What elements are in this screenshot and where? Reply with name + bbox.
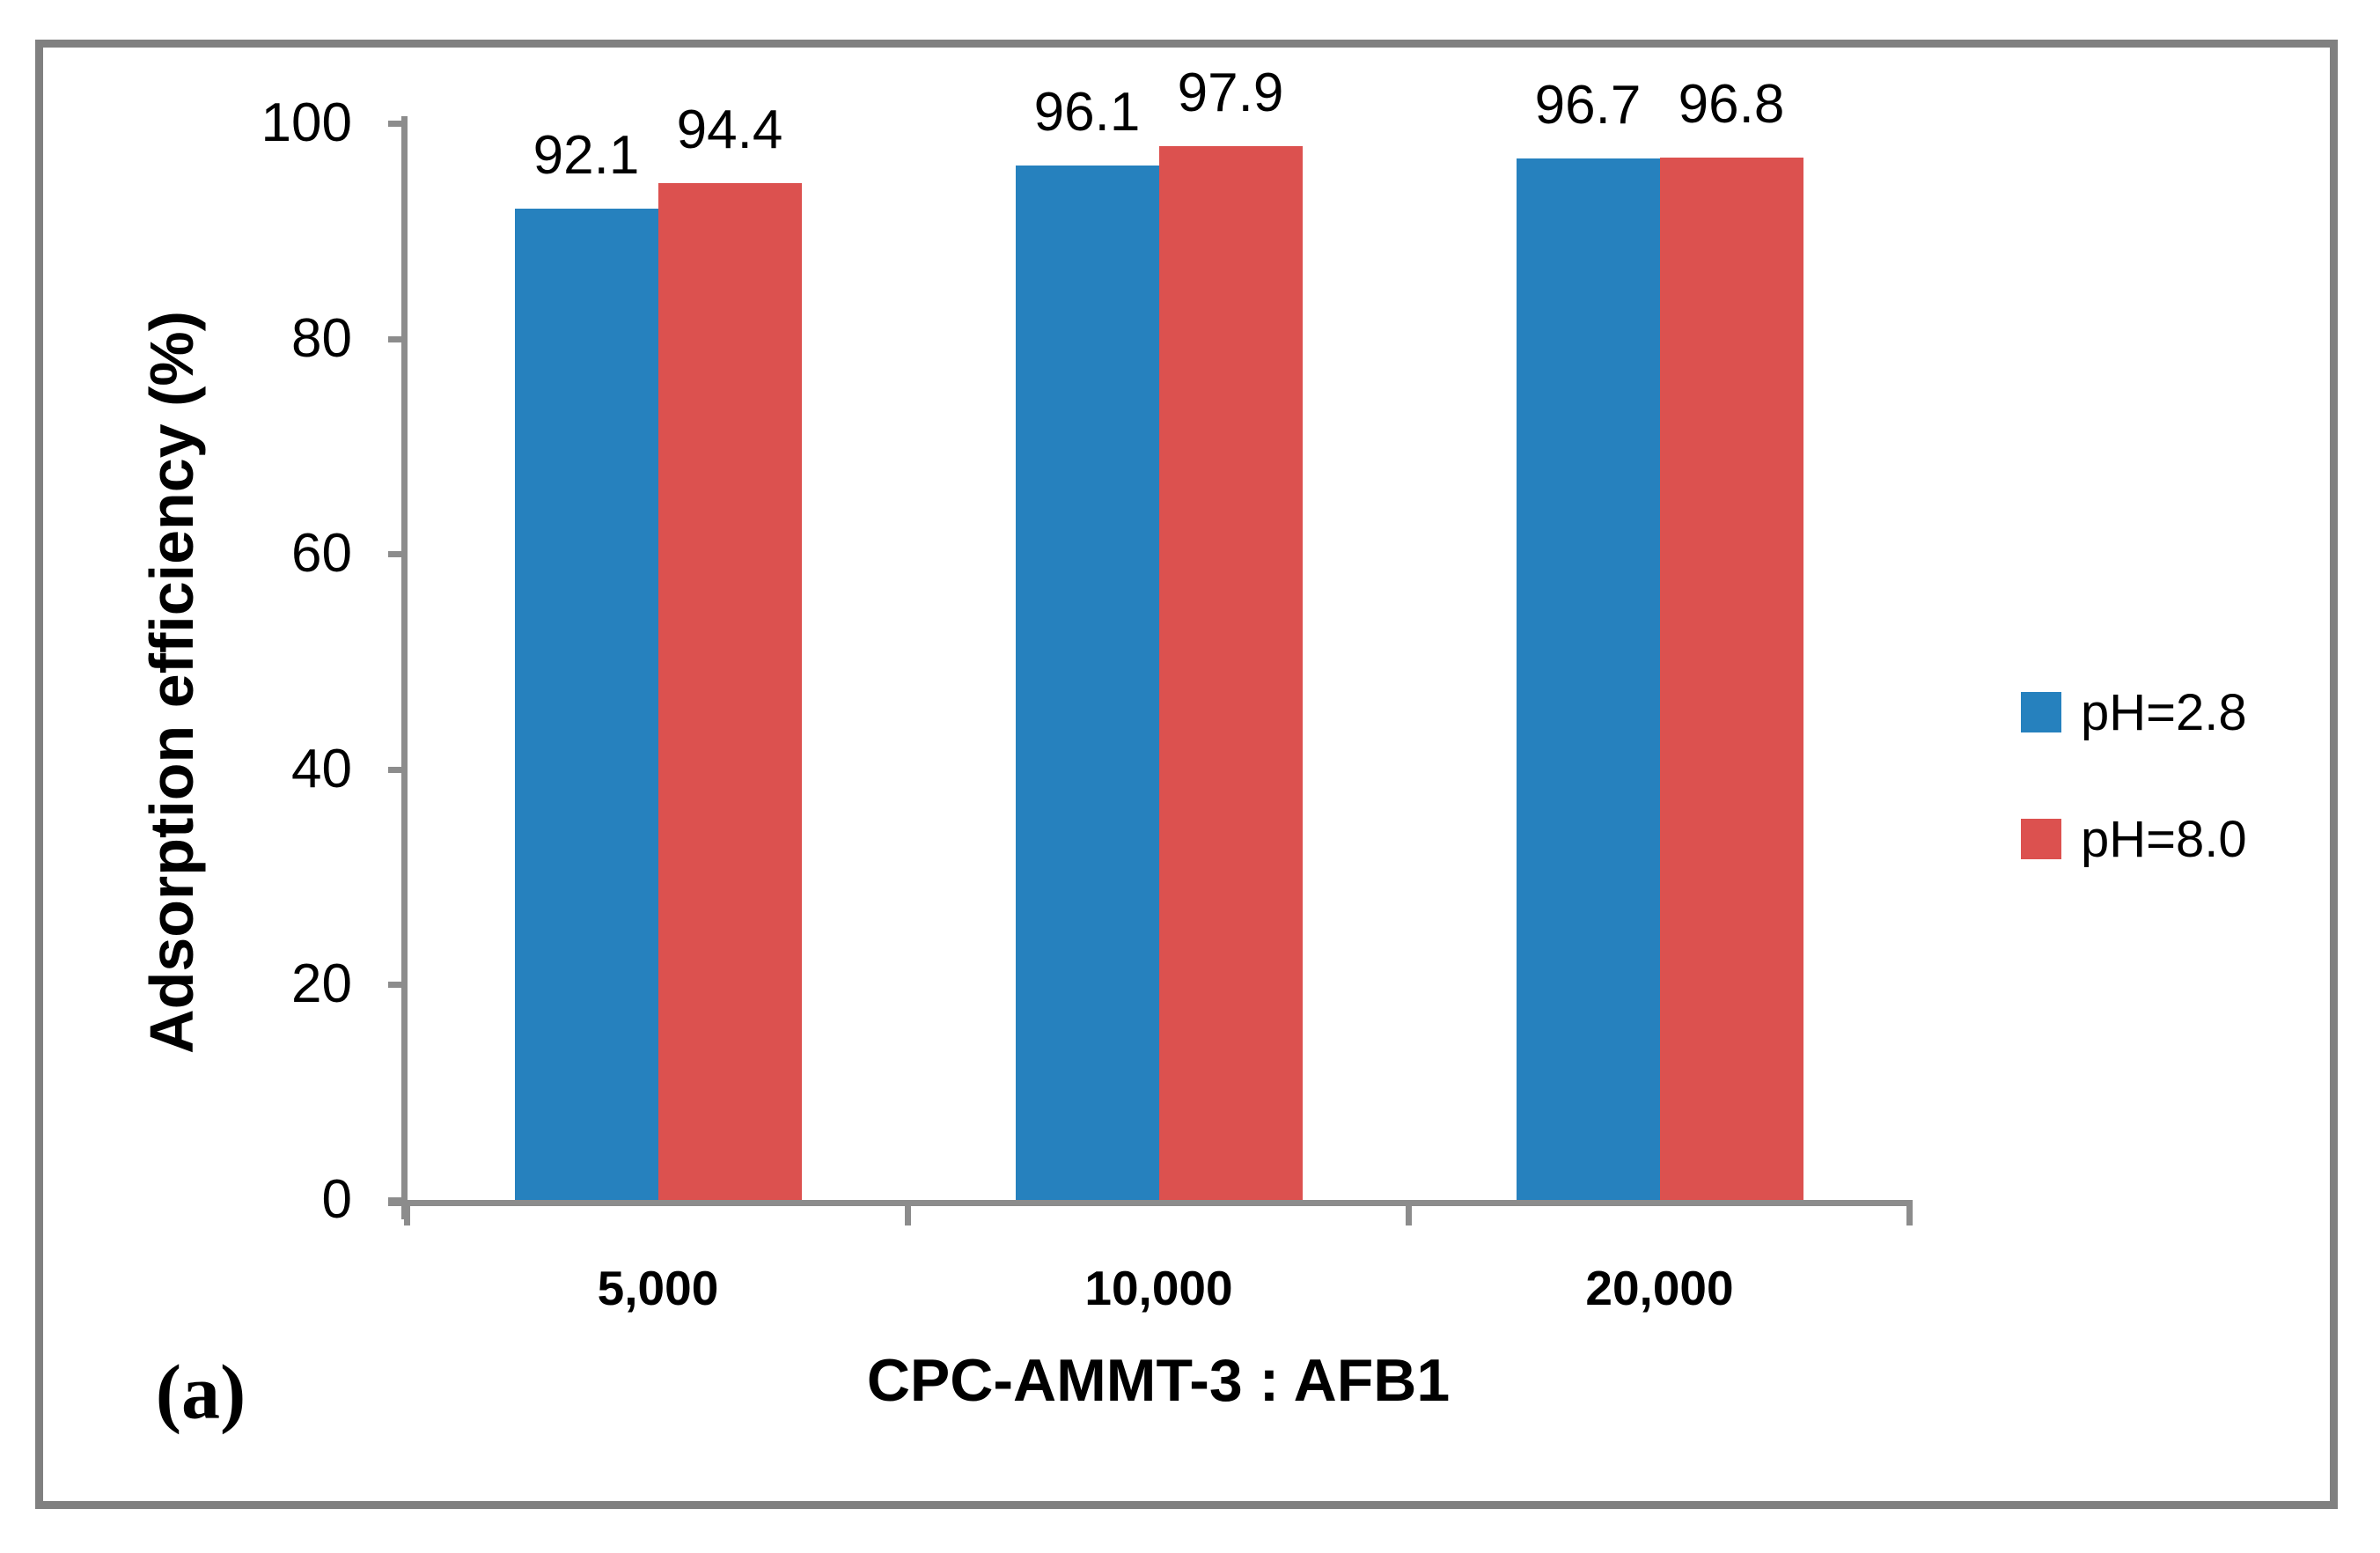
bar-value-label: 92.1: [533, 125, 640, 186]
legend-label: pH=2.8: [2081, 683, 2247, 741]
y-tick-label: 0: [321, 1169, 352, 1230]
y-tick-label: 40: [291, 738, 352, 799]
bar-ph-2.8: [1516, 158, 1660, 1200]
bar-ph-8.0: [657, 183, 802, 1200]
x-axis-line: [388, 1200, 1910, 1206]
y-tick-mark: [388, 551, 408, 558]
legend-label: pH=8.0: [2081, 810, 2247, 868]
bar-ph-2.8: [514, 209, 658, 1200]
y-tick-mark: [388, 766, 408, 773]
x-tick-mark: [1906, 1200, 1913, 1225]
bar-value-label: 94.4: [676, 99, 783, 160]
bar-ph-8.0: [1659, 158, 1803, 1200]
x-category-label: 20,000: [1585, 1261, 1734, 1315]
legend-swatch: [2021, 819, 2061, 859]
x-axis-title: CPC-AMMT-3 : AFB1: [866, 1347, 1451, 1414]
x-tick-mark: [1406, 1200, 1412, 1225]
legend-swatch: [2021, 692, 2061, 732]
y-axis-line: [401, 116, 408, 1219]
bar-value-label: 96.1: [1033, 82, 1141, 143]
x-category-label: 10,000: [1084, 1261, 1233, 1315]
y-tick-mark: [388, 121, 408, 127]
legend-item: pH=2.8: [2021, 683, 2247, 741]
panel-label: (a): [155, 1350, 246, 1436]
figure-border: [35, 40, 2338, 1509]
y-tick-label: 100: [261, 92, 352, 153]
y-tick-label: 60: [291, 523, 352, 585]
y-tick-label: 80: [291, 307, 352, 369]
legend-item: pH=8.0: [2021, 811, 2247, 868]
bar-value-label: 96.8: [1678, 74, 1785, 135]
y-tick-mark: [388, 335, 408, 342]
y-tick-label: 20: [291, 953, 352, 1015]
y-axis-title: Adsorption efficiency (%): [137, 311, 206, 1054]
y-tick-mark: [388, 982, 408, 989]
bar-ph-2.8: [1015, 166, 1159, 1200]
bar-value-label: 96.7: [1534, 75, 1642, 136]
x-category-label: 5,000: [597, 1261, 719, 1315]
x-tick-mark: [905, 1200, 911, 1225]
bar-ph-8.0: [1158, 146, 1303, 1200]
bar-value-label: 97.9: [1177, 63, 1284, 123]
